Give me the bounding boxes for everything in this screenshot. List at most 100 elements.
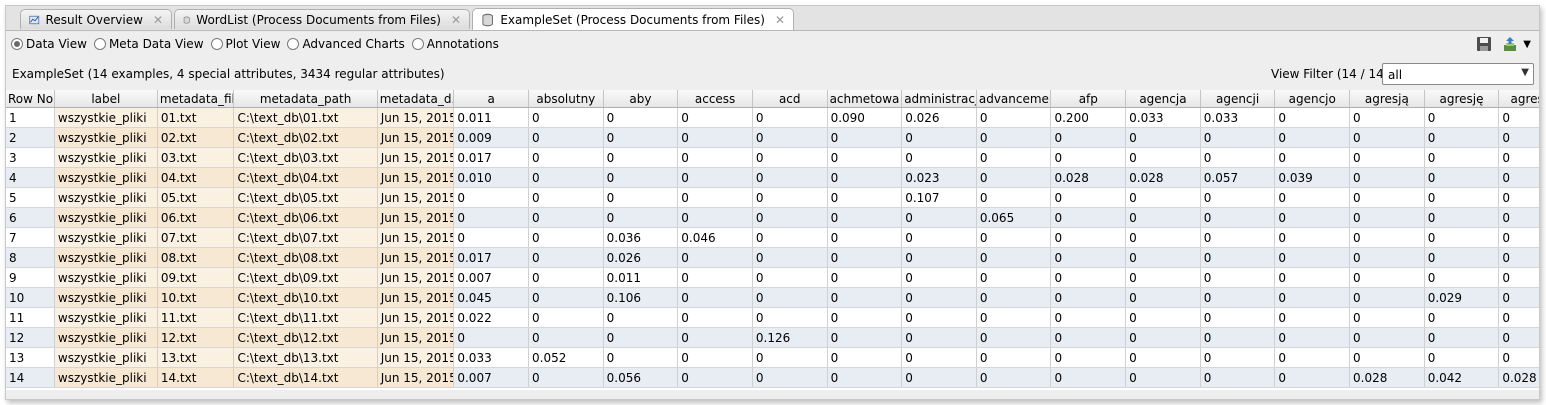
table-cell: C:\text_db\12.txt (233, 327, 378, 348)
dropdown-arrow-icon[interactable]: ▼ (1523, 38, 1531, 50)
column-header[interactable]: afp (1050, 90, 1127, 108)
table-cell: 02.txt (157, 127, 235, 148)
table-cell: 0.107 (901, 187, 977, 208)
table-cell: 0 (528, 267, 604, 288)
table-cell: 0 (901, 347, 977, 368)
table-cell: wszystkie_pliki (54, 127, 158, 148)
data-table-container[interactable]: Row No.labelmetadata_filemetadata_pathme… (6, 90, 1539, 390)
column-header[interactable]: metadata_path (233, 90, 378, 108)
table-cell: 0 (677, 347, 753, 368)
radio-button[interactable] (411, 38, 424, 50)
tab-result-overview[interactable]: Result Overview ✕ (20, 9, 172, 29)
column-header[interactable]: achmetowa (827, 90, 903, 108)
table-cell: 0.028 (1125, 167, 1201, 188)
table-cell: 0 (1200, 367, 1276, 388)
table-cell: 0 (603, 147, 679, 168)
column-header[interactable]: acd (752, 90, 828, 108)
table-cell: wszystkie_pliki (54, 347, 158, 368)
table-row[interactable]: 1 wszystkie_pliki 01.txt C:\text_db\01.txt J… (6, 107, 1539, 128)
table-cell: wszystkie_pliki (54, 287, 158, 308)
close-icon[interactable]: ✕ (774, 12, 785, 27)
column-header[interactable]: absolutny (528, 90, 604, 108)
table-cell: 0 (528, 187, 604, 208)
table-cell: 0.052 (528, 347, 604, 368)
table-row[interactable]: 11 wszystkie_pliki 11.txt C:\text_db\11.txt… (6, 307, 1539, 328)
save-icon[interactable] (1475, 36, 1493, 52)
radio-button[interactable] (93, 38, 106, 50)
table-cell: 0 (1274, 347, 1351, 368)
close-icon[interactable]: ✕ (152, 12, 163, 27)
table-row[interactable]: 9 wszystkie_pliki 09.txt C:\text_db\09.txt J… (6, 267, 1539, 288)
table-cell: 0 (752, 207, 828, 228)
table-cell: 0 (1498, 347, 1539, 368)
table-cell: 0 (1200, 327, 1276, 348)
table-cell: 0 (1424, 187, 1500, 208)
column-header[interactable]: metadata_file (157, 90, 235, 108)
table-cell: 0.007 (453, 267, 529, 288)
tab-exampleset[interactable]: ExampleSet (Process Documents from Files… (472, 8, 794, 30)
column-header[interactable]: a (453, 90, 529, 108)
table-cell: 0 (752, 247, 828, 268)
close-icon[interactable]: ✕ (450, 12, 461, 27)
view-filter-value: all (1388, 68, 1403, 82)
table-cell: 0.028 (1498, 367, 1539, 388)
table-cell: 0 (1274, 227, 1351, 248)
table-cell: 0 (603, 187, 679, 208)
radio-button[interactable] (210, 38, 223, 50)
view-option-meta-data[interactable]: Meta Data View (93, 37, 204, 51)
table-cell: 0 (901, 327, 977, 348)
table-cell: 0 (1424, 127, 1500, 148)
table-cell: C:\text_db\01.txt (233, 107, 378, 128)
table-row[interactable]: 5 wszystkie_pliki 05.txt C:\text_db\05.txt J… (6, 187, 1539, 208)
radio-button[interactable] (287, 38, 300, 50)
table-row[interactable]: 12 wszystkie_pliki 12.txt C:\text_db\12.txt… (6, 327, 1539, 348)
column-header[interactable]: access (677, 90, 753, 108)
table-cell: 0 (1200, 227, 1276, 248)
column-header[interactable]: administracji (901, 90, 977, 108)
column-header[interactable]: advancement (976, 90, 1052, 108)
table-row[interactable]: 6 wszystkie_pliki 06.txt C:\text_db\06.txt J… (6, 207, 1539, 228)
table-cell: 0 (827, 327, 903, 348)
table-cell: Jun 15, 2015 (377, 267, 455, 288)
column-header[interactable]: aby (603, 90, 679, 108)
table-row[interactable]: 10 wszystkie_pliki 10.txt C:\text_db\10.txt… (6, 287, 1539, 308)
table-row[interactable]: 14 wszystkie_pliki 14.txt C:\text_db\14.txt… (6, 367, 1539, 388)
table-row[interactable]: 2 wszystkie_pliki 02.txt C:\text_db\02.txt J… (6, 127, 1539, 148)
column-header[interactable]: agencja (1125, 90, 1201, 108)
export-icon[interactable] (1501, 36, 1519, 52)
table-row[interactable]: 7 wszystkie_pliki 07.txt C:\text_db\07.txt J… (6, 227, 1539, 248)
view-option-annotations[interactable]: Annotations (411, 37, 499, 51)
tab-wordlist[interactable]: WordList (Process Documents from Files) … (174, 9, 470, 29)
column-header[interactable]: label (54, 90, 158, 108)
table-row[interactable]: 8 wszystkie_pliki 08.txt C:\text_db\08.txt J… (6, 247, 1539, 268)
column-header[interactable]: agresją (1349, 90, 1425, 108)
table-cell: 0 (1498, 287, 1539, 308)
table-cell: 0 (976, 147, 1052, 168)
view-option-data[interactable]: Data View (11, 37, 87, 51)
column-header[interactable]: agencjo (1274, 90, 1351, 108)
table-cell: 0 (1125, 367, 1201, 388)
table-cell: 10.txt (157, 287, 235, 308)
view-option-plot[interactable]: Plot View (210, 37, 281, 51)
view-filter-select[interactable]: all ▼ (1382, 63, 1534, 85)
table-cell: 0 (677, 287, 753, 308)
table-row[interactable]: 4 wszystkie_pliki 04.txt C:\text_db\04.txt J… (6, 167, 1539, 188)
table-cell: 0 (1200, 307, 1276, 328)
column-header[interactable]: metadata_d... (377, 90, 455, 108)
column-header[interactable]: agres (1498, 90, 1539, 108)
table-cell: 0.017 (453, 247, 529, 268)
radio-button[interactable] (11, 38, 23, 50)
table-cell: 0 (752, 367, 828, 388)
column-header[interactable]: Row No. (6, 90, 55, 108)
table-cell: 0 (901, 247, 977, 268)
table-cell: wszystkie_pliki (54, 307, 158, 328)
table-row[interactable]: 13 wszystkie_pliki 13.txt C:\text_db\13.txt… (6, 347, 1539, 368)
table-row[interactable]: 3 wszystkie_pliki 03.txt C:\text_db\03.txt J… (6, 147, 1539, 168)
view-option-advanced-charts[interactable]: Advanced Charts (287, 37, 405, 51)
view-option-label: Plot View (225, 37, 281, 51)
column-header[interactable]: agresję (1424, 90, 1500, 108)
table-cell: wszystkie_pliki (54, 207, 158, 228)
table-cell: 0 (528, 247, 604, 268)
column-header[interactable]: agencji (1200, 90, 1276, 108)
chevron-down-icon[interactable]: ▼ (1521, 67, 1529, 78)
